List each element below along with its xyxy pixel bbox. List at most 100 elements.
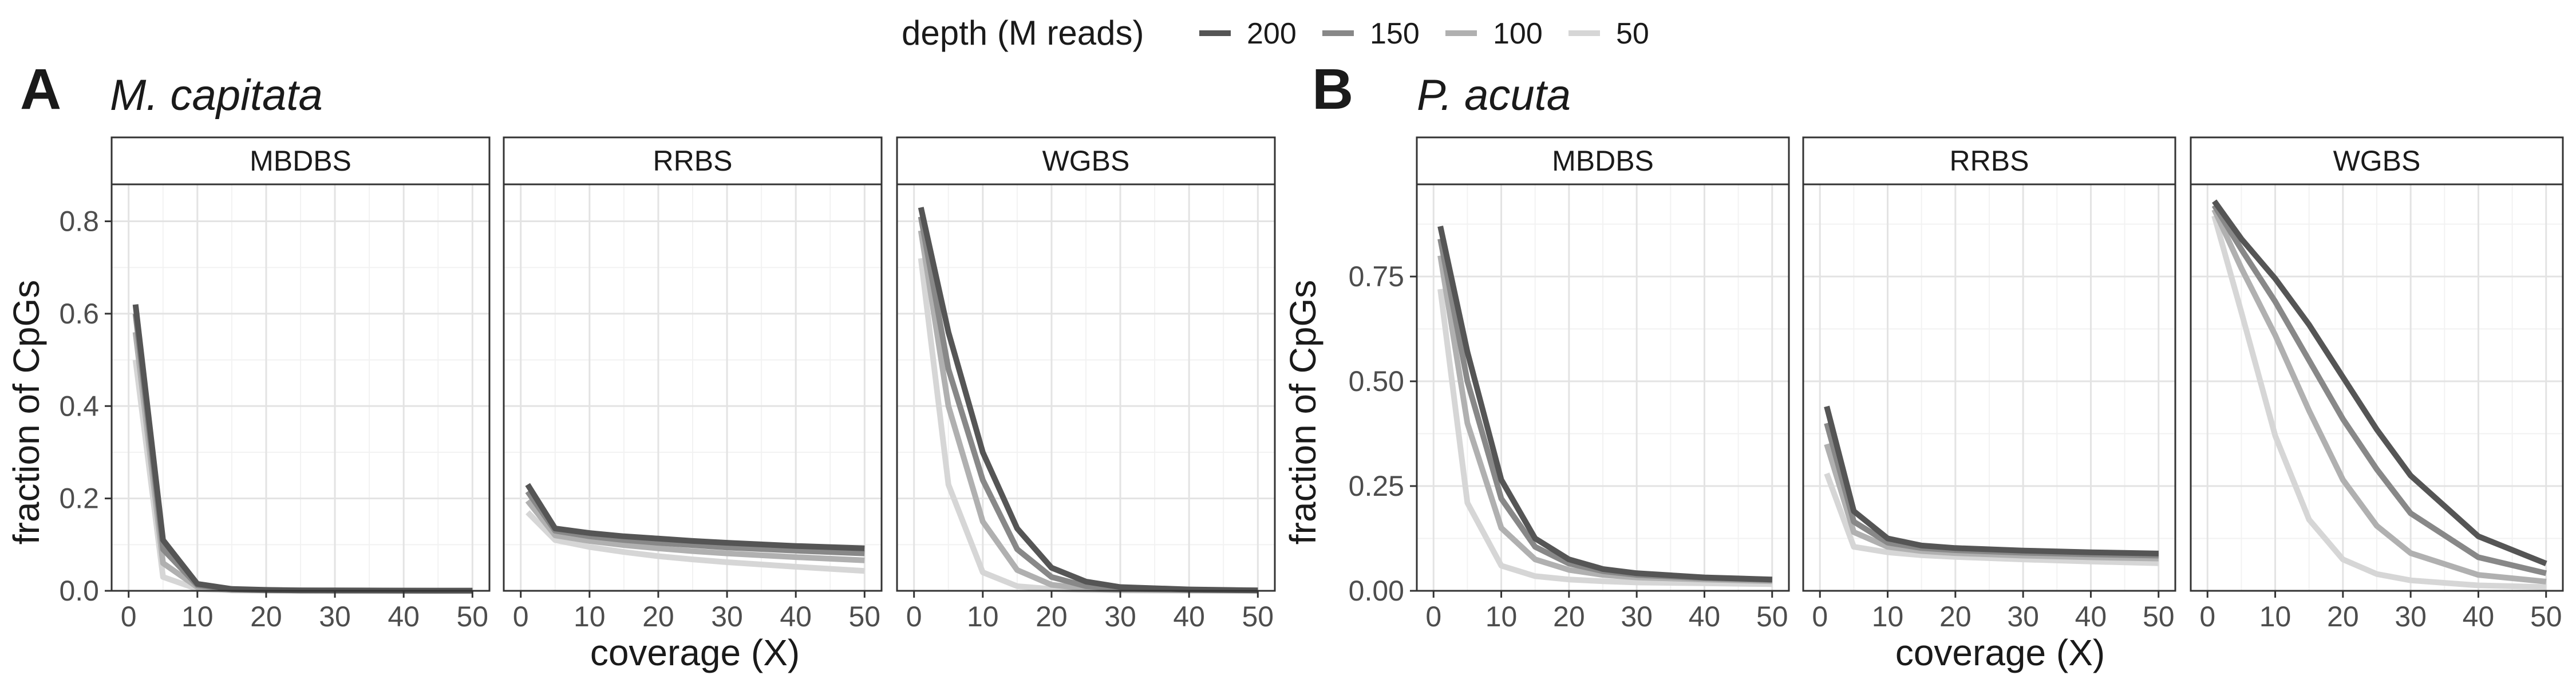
legend-item-100: 100 xyxy=(1445,17,1543,50)
x-tick-label: 30 xyxy=(2395,601,2427,633)
series-line-p-acuta-wgbs-150 xyxy=(2211,203,2547,577)
facet-strip-label-m-capitata-mbdbs: MBDBS xyxy=(250,145,351,177)
x-tick-label: 20 xyxy=(1939,601,1971,633)
plot-border-p-acuta-rrbs xyxy=(1802,183,2176,592)
y-tick-label: 0.25 xyxy=(1349,470,1404,502)
series-line-m-capitata-mbdbs-50 xyxy=(132,359,473,594)
panel-a-chart: MBDBS 0 10 20 30 40 50 0.0 0.2 0.4 0.6 0.8 RRBS 0 10 2… xyxy=(59,136,1276,633)
facet-strip-label-m-capitata-wgbs: WGBS xyxy=(1042,145,1130,177)
facet-strip-label-p-acuta-wgbs: WGBS xyxy=(2333,145,2421,177)
series-line-m-capitata-mbdbs-100 xyxy=(132,331,473,594)
x-tick-label: 10 xyxy=(2259,601,2291,633)
x-tick-label: 30 xyxy=(2007,601,2039,633)
x-tick-label: 20 xyxy=(1553,601,1585,633)
panel-b-title: P. acuta xyxy=(1417,71,1571,120)
panel-b-letter: B xyxy=(1312,57,1353,121)
y-tick-label: 0.75 xyxy=(1349,260,1404,293)
series-line-m-capitata-mbdbs-200 xyxy=(132,304,473,594)
x-tick-label: 0 xyxy=(2199,601,2215,633)
series-line-m-capitata-wgbs-200 xyxy=(918,207,1258,594)
x-tick-label: 0 xyxy=(1812,601,1828,633)
x-tick-label: 30 xyxy=(1104,601,1136,633)
x-tick-label: 10 xyxy=(181,601,214,633)
x-tick-label: 40 xyxy=(1173,601,1205,633)
plot-border-m-capitata-mbdbs xyxy=(110,183,491,592)
x-tick-label: 30 xyxy=(711,601,743,633)
facet-strip-p-acuta-wgbs xyxy=(2190,136,2564,185)
x-tick-label: 10 xyxy=(1872,601,1904,633)
series-line-m-capitata-wgbs-50 xyxy=(918,258,1258,594)
x-tick-label: 20 xyxy=(642,601,674,633)
x-tick-label: 40 xyxy=(388,601,420,633)
y-tick-label: 0.2 xyxy=(59,483,99,515)
x-tick-label: 0 xyxy=(1425,601,1441,633)
series-line-p-acuta-mbdbs-50 xyxy=(1437,289,1772,587)
plot-border-m-capitata-rrbs xyxy=(503,183,883,592)
x-tick-label: 20 xyxy=(1036,601,1068,633)
facet-strip-label-m-capitata-rrbs: RRBS xyxy=(653,145,733,177)
x-tick-label: 40 xyxy=(1689,601,1721,633)
y-tick-label: 0.00 xyxy=(1349,575,1404,607)
x-tick-label: 10 xyxy=(574,601,606,633)
x-tick-label: 0 xyxy=(906,601,922,633)
x-tick-label: 10 xyxy=(967,601,999,633)
series-line-m-capitata-rrbs-100 xyxy=(525,499,865,563)
legend-label-100: 100 xyxy=(1493,17,1543,50)
y-tick-label: 0.4 xyxy=(59,390,99,422)
series-line-p-acuta-mbdbs-200 xyxy=(1437,226,1772,583)
facet-p-acuta-wgbs: WGBS 0 10 20 30 40 50 xyxy=(2190,136,2564,633)
legend-title: depth (M reads) xyxy=(902,14,1144,52)
series-line-p-acuta-rrbs-100 xyxy=(1824,443,2159,562)
legend-item-200: 200 xyxy=(1199,17,1297,50)
panel-a-title: M. capitata xyxy=(110,71,323,120)
x-tick-label: 50 xyxy=(2530,601,2562,633)
plot-border-p-acuta-wgbs xyxy=(2190,183,2564,592)
x-tick-label: 0 xyxy=(121,601,137,633)
facet-strip-label-p-acuta-mbdbs: MBDBS xyxy=(1552,145,1654,177)
plot-border-p-acuta-mbdbs xyxy=(1416,183,1790,592)
legend-item-150: 150 xyxy=(1322,17,1420,50)
series-line-m-capitata-rrbs-50 xyxy=(526,510,865,574)
panel-b-x-axis-title: coverage (X) xyxy=(1895,632,2105,673)
legend-label-150: 150 xyxy=(1370,17,1420,50)
series-line-p-acuta-rrbs-200 xyxy=(1824,405,2159,556)
series-line-p-acuta-rrbs-50 xyxy=(1824,472,2159,566)
panel-b-chart: MBDBS 0 10 20 30 40 50 0.00 0.25 0.50 0.75 RRBS 0 10… xyxy=(1349,136,2564,633)
x-tick-label: 50 xyxy=(1756,601,1788,633)
legend-item-50: 50 xyxy=(1568,17,1649,50)
panel-a-letter: A xyxy=(20,57,61,121)
x-tick-label: 10 xyxy=(1485,601,1518,633)
x-tick-label: 40 xyxy=(780,601,812,633)
plot-border-m-capitata-wgbs xyxy=(896,183,1276,592)
x-tick-label: 50 xyxy=(848,601,880,633)
legend-label-200: 200 xyxy=(1247,17,1297,50)
series-line-p-acuta-mbdbs-100 xyxy=(1437,255,1772,585)
series-line-m-capitata-rrbs-200 xyxy=(525,483,865,551)
facet-m-capitata-rrbs: RRBS 0 10 20 30 40 50 xyxy=(503,136,883,633)
x-tick-label: 40 xyxy=(2075,601,2107,633)
legend: depth (M reads) 200 150 100 50 xyxy=(902,14,1649,52)
y-tick-label: 0.0 xyxy=(59,575,99,607)
facet-p-acuta-rrbs: RRBS 0 10 20 30 40 50 xyxy=(1802,136,2176,633)
legend-label-50: 50 xyxy=(1616,17,1649,50)
series-line-p-acuta-wgbs-100 xyxy=(2211,208,2547,585)
panel-a-y-axis-title: fraction of CpGs xyxy=(6,280,47,544)
x-tick-label: 40 xyxy=(2463,601,2495,633)
panel-b-y-axis-title: fraction of CpGs xyxy=(1282,280,1323,544)
series-line-p-acuta-rrbs-150 xyxy=(1824,422,2159,559)
series-line-p-acuta-wgbs-200 xyxy=(2212,199,2547,567)
facet-strip-m-capitata-mbdbs xyxy=(110,136,491,185)
x-tick-label: 20 xyxy=(2327,601,2359,633)
x-tick-label: 0 xyxy=(513,601,529,633)
facet-strip-m-capitata-wgbs xyxy=(896,136,1276,185)
y-tick-label: 0.50 xyxy=(1349,365,1404,397)
panel-a-x-axis-title: coverage (X) xyxy=(590,632,800,673)
x-tick-label: 50 xyxy=(1242,601,1274,633)
x-tick-label: 30 xyxy=(1621,601,1653,633)
x-tick-label: 50 xyxy=(2143,601,2175,633)
series-line-p-acuta-wgbs-50 xyxy=(2211,215,2546,590)
x-tick-label: 20 xyxy=(250,601,282,633)
facet-p-acuta-mbdbs: MBDBS 0 10 20 30 40 50 0.00 0.25 0.50 0.75 xyxy=(1349,136,1790,633)
facet-m-capitata-wgbs: WGBS 0 10 20 30 40 50 xyxy=(896,136,1276,633)
